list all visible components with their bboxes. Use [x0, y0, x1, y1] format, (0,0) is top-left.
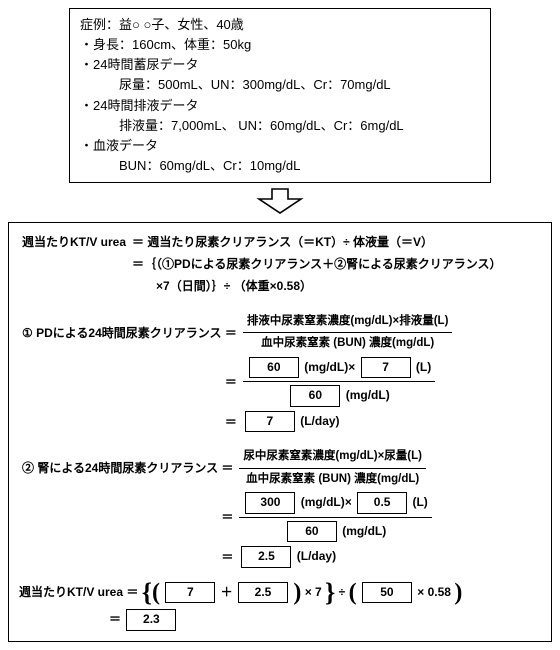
- final-result: 2.3: [126, 609, 176, 631]
- final-div: ÷: [339, 585, 346, 599]
- unit: (mg/dL)×: [304, 360, 355, 374]
- unit: (L/day): [297, 549, 336, 563]
- case-line: 尿量：500mL、UN：300mg/dL、Cr：70mg/dL: [80, 75, 480, 95]
- pd-dialysate-vol: 7: [361, 357, 411, 379]
- final-coef: × 0.58: [417, 585, 451, 599]
- header-rhs2: ＝｛（①PDによる尿素クリアランス＋②腎による尿素クリアランス）: [132, 257, 501, 271]
- final-plus: ＋: [221, 585, 233, 599]
- final-formula: 週当たりKT/V urea ＝ {( 7 ＋ 2.5 ) × 7 } ÷ ( 5…: [19, 582, 541, 631]
- final-v1: 7: [165, 582, 215, 604]
- unit: (mg/dL): [342, 523, 386, 537]
- section2-title: ② 腎による24時間尿素クリアランス ＝: [22, 461, 233, 475]
- final-weight: 50: [362, 582, 412, 604]
- header-lhs: 週当たりKT/V urea: [22, 235, 126, 249]
- case-line: 症例：益○ ○子、女性、40歳: [80, 15, 480, 35]
- final-lhs: 週当たりKT/V urea ＝: [19, 585, 138, 599]
- pd-result: 7: [245, 411, 295, 433]
- section2-frac-num: 尿中尿素窒素濃度(mg/dL)×尿量(L): [239, 448, 426, 468]
- header-rhs3: ×7（日間）｝÷ （体重×0.58）: [132, 279, 312, 293]
- case-line: ・24時間排液データ: [80, 96, 480, 116]
- pd-dialysate-un: 60: [249, 357, 299, 379]
- section-renal: ② 腎による24時間尿素クリアランス ＝ 尿中尿素窒素濃度(mg/dL)×尿量(…: [19, 446, 541, 569]
- formula-header: 週当たりKT/V urea ＝ 週当たり尿素クリアランス（＝KT）÷ 体液量（＝…: [19, 231, 505, 297]
- renal-result: 2.5: [241, 546, 291, 568]
- unit: (mg/dL)×: [301, 495, 352, 509]
- section1-frac-den: 血中尿素窒素 (BUN) 濃度(mg/dL): [243, 333, 453, 352]
- case-line: ・24時間蓄尿データ: [80, 55, 480, 75]
- unit: (L): [412, 495, 427, 509]
- section-pd: ① PDによる24時間尿素クリアランス ＝ 排液中尿素窒素濃度(mg/dL)×排…: [19, 311, 541, 434]
- unit: (mg/dL): [346, 388, 390, 402]
- header-rhs1: ＝ 週当たり尿素クリアランス（＝KT）÷ 体液量（＝V）: [132, 235, 433, 249]
- final-eq: ＝: [109, 612, 121, 626]
- section1-frac-num: 排液中尿素窒素濃度(mg/dL)×排液量(L): [243, 313, 453, 333]
- final-v2: 2.5: [238, 582, 288, 604]
- pd-blood-un: 60: [290, 385, 340, 407]
- renal-urine-un: 300: [245, 492, 295, 514]
- calc-box: 週当たりKT/V urea ＝ 週当たり尿素クリアランス（＝KT）÷ 体液量（＝…: [8, 222, 552, 642]
- unit: (L/day): [300, 414, 339, 428]
- unit: (L): [416, 360, 431, 374]
- case-line: ・血液データ: [80, 136, 480, 156]
- renal-blood-un: 60: [287, 521, 337, 543]
- case-line: BUN：60mg/dL、Cr：10mg/dL: [80, 156, 480, 176]
- case-line: ・身長：160cm、体重：50kg: [80, 35, 480, 55]
- case-box: 症例：益○ ○子、女性、40歳 ・身長：160cm、体重：50kg ・24時間蓄…: [69, 8, 491, 183]
- renal-urine-vol: 0.5: [357, 492, 407, 514]
- section1-title: ① PDによる24時間尿素クリアランス ＝: [22, 326, 237, 340]
- case-line: 排液量：7,000mL、 UN：60mg/dL、Cr：6mg/dL: [80, 116, 480, 136]
- final-times7: × 7: [305, 585, 322, 599]
- section2-frac-den: 血中尿素窒素 (BUN) 濃度(mg/dL): [239, 469, 426, 488]
- down-arrow-icon: [8, 187, 552, 218]
